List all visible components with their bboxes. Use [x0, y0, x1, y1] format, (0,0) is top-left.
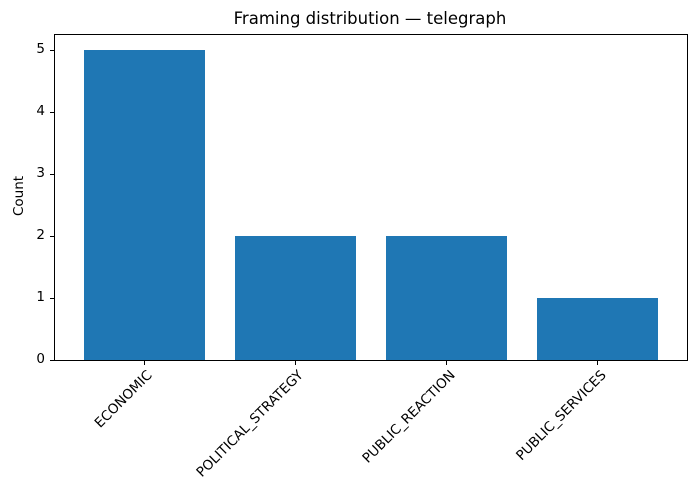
bar-economic — [83, 50, 205, 360]
x-tick-label: ECONOMIC — [91, 367, 156, 432]
y-tick-label: 3 — [36, 165, 45, 182]
x-tick-mark — [597, 361, 599, 365]
x-tick-mark — [294, 361, 296, 365]
y-tick-label: 0 — [36, 351, 45, 367]
x-tick-mark — [446, 361, 448, 365]
y-tick-label: 2 — [36, 227, 45, 244]
y-tick-mark — [50, 235, 54, 237]
x-tick-mark — [143, 361, 145, 365]
y-tick-mark — [50, 111, 54, 113]
y-tick-label: 1 — [36, 289, 45, 306]
y-tick-mark — [50, 49, 54, 51]
plot-area — [50, 34, 688, 365]
y-tick-mark — [50, 359, 54, 361]
y-tick-label: 4 — [36, 103, 45, 120]
bar-public_reaction — [386, 236, 508, 360]
y-tick-mark — [50, 173, 54, 175]
y-tick-label: 5 — [36, 41, 45, 58]
bar-public_services — [537, 298, 659, 360]
y-tick-mark — [50, 297, 54, 299]
chart-title: Framing distribution — telegraph — [233, 9, 507, 28]
y-axis-label: Count — [11, 175, 27, 217]
bar-political_strategy — [234, 236, 356, 360]
